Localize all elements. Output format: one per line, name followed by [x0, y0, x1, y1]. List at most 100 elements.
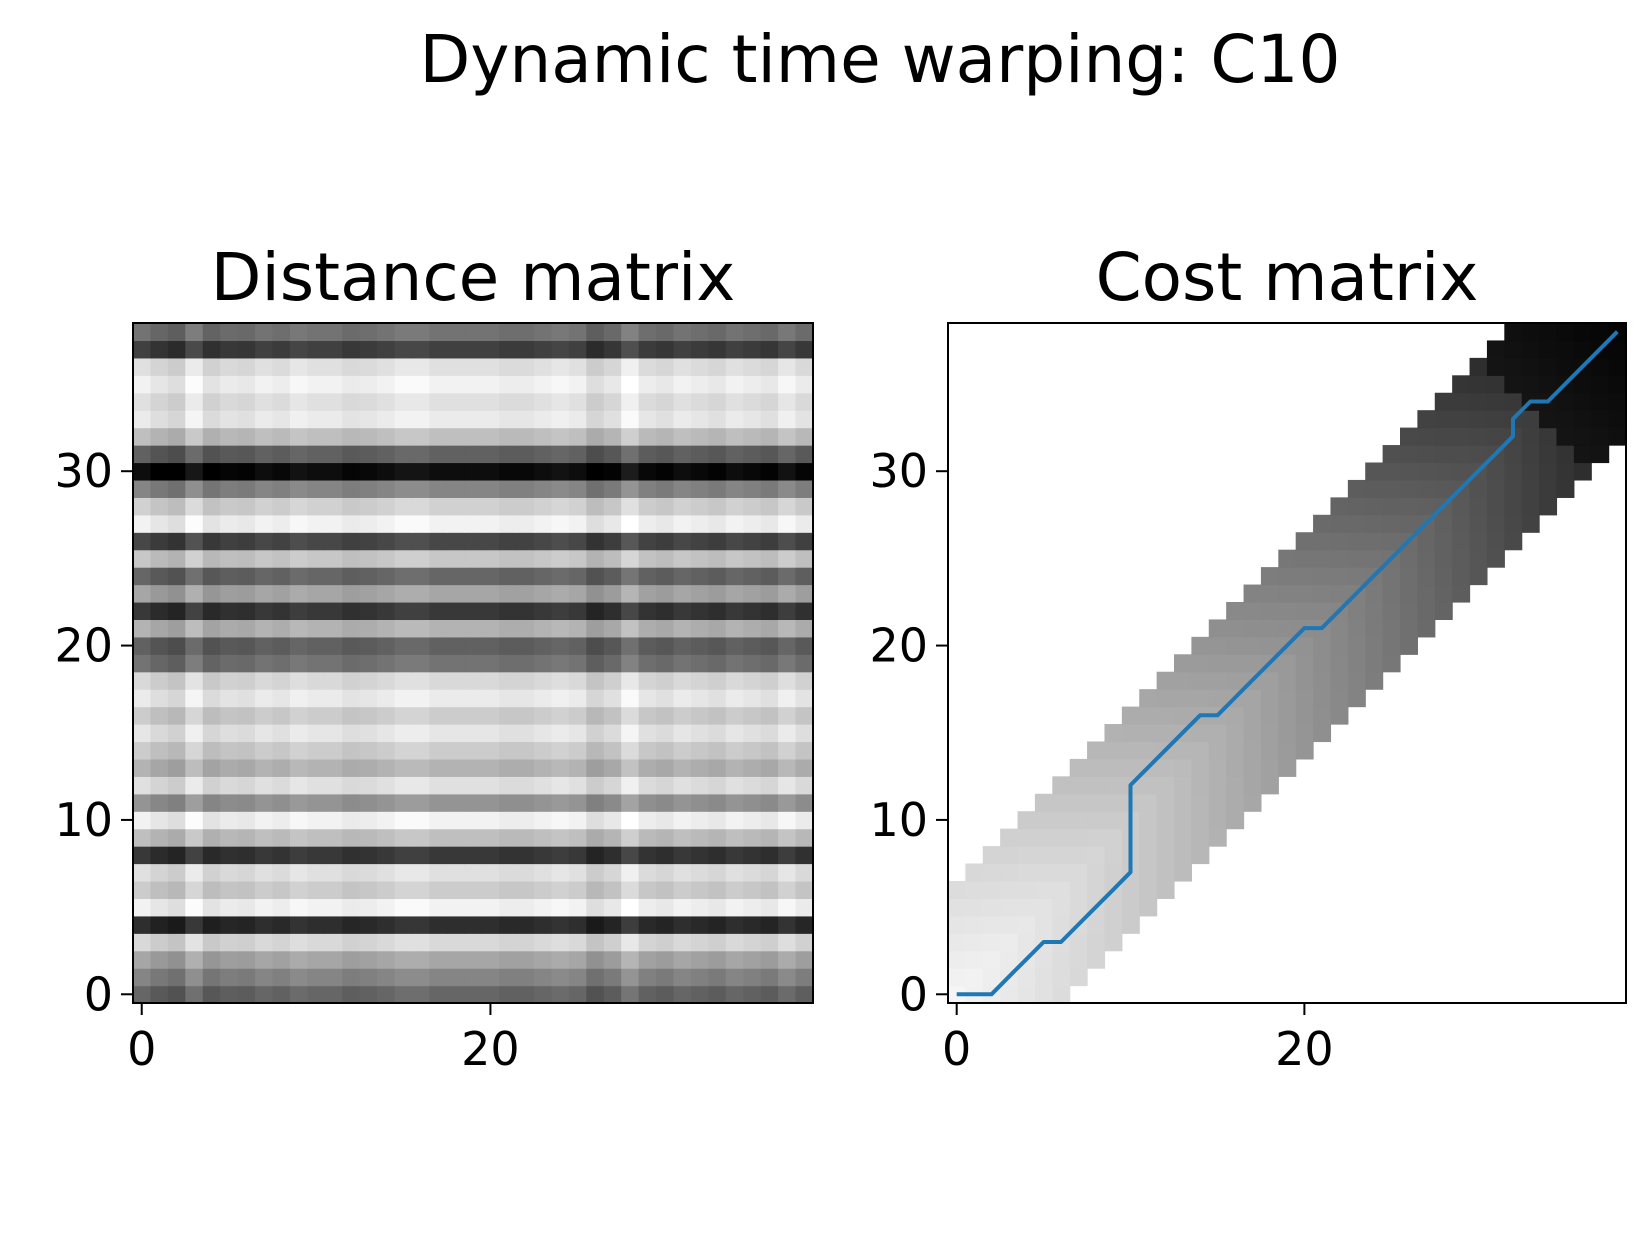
- distance-cell: [725, 427, 744, 446]
- distance-cell: [255, 601, 274, 621]
- distance-cell: [673, 811, 692, 830]
- warping-path-line: [956, 330, 1619, 997]
- distance-cell: [237, 933, 256, 952]
- cost-cell: [1417, 532, 1436, 551]
- distance-cell: [133, 549, 152, 568]
- distance-cell: [760, 497, 779, 516]
- distance-cell: [760, 741, 779, 760]
- cost-cell: [1260, 601, 1279, 621]
- cost-cell: [1069, 898, 1088, 917]
- distance-cell: [603, 479, 622, 498]
- distance-cell: [220, 689, 239, 708]
- distance-cell: [185, 706, 204, 725]
- distance-cell: [237, 863, 256, 882]
- distance-cell: [656, 880, 675, 899]
- distance-cell: [359, 898, 378, 917]
- distance-cell: [534, 584, 553, 603]
- distance-cell: [673, 375, 692, 394]
- distance-cell: [202, 497, 221, 516]
- cost-cell: [1469, 427, 1488, 446]
- cost-cell: [965, 933, 984, 952]
- distance-cell: [237, 706, 256, 725]
- distance-cell: [708, 741, 727, 760]
- distance-cell: [237, 340, 256, 359]
- cost-cell: [1452, 497, 1471, 516]
- cost-cell: [1313, 601, 1332, 621]
- distance-cell: [342, 706, 361, 725]
- distance-cell: [516, 776, 535, 795]
- cost-cell: [1608, 410, 1627, 429]
- distance-cell: [603, 985, 622, 1004]
- distance-cell: [342, 323, 361, 342]
- distance-cell: [673, 724, 692, 743]
- distance-cell: [150, 776, 169, 795]
- distance-cell: [464, 706, 483, 725]
- distance-cell: [133, 828, 152, 847]
- distance-cell: [499, 724, 518, 743]
- distance-cell: [446, 375, 465, 394]
- distance-cell: [394, 375, 413, 394]
- distance-cell: [725, 567, 744, 586]
- distance-cell: [725, 968, 744, 987]
- cost-cell: [1017, 811, 1036, 830]
- distance-cell: [324, 601, 343, 621]
- distance-cell: [133, 741, 152, 760]
- distance-cell: [307, 793, 326, 812]
- distance-cell: [656, 724, 675, 743]
- distance-cell: [551, 671, 570, 690]
- distance-cell: [760, 427, 779, 446]
- cost-cell: [1243, 793, 1262, 812]
- cost-cell: [1278, 758, 1297, 777]
- cost-cell: [1052, 880, 1071, 899]
- distance-cell: [289, 846, 308, 865]
- distance-cell: [534, 567, 553, 586]
- distance-cell: [516, 863, 535, 882]
- distance-cell: [255, 654, 274, 673]
- cost-cell: [1069, 776, 1088, 795]
- distance-cell: [795, 776, 814, 795]
- distance-cell: [324, 375, 343, 394]
- distance-cell: [133, 514, 152, 533]
- distance-cell: [359, 410, 378, 429]
- distance-cell: [464, 758, 483, 777]
- distance-cell: [167, 898, 186, 917]
- cost-cell: [1260, 741, 1279, 760]
- distance-cell: [307, 933, 326, 952]
- distance-cell: [324, 968, 343, 987]
- cost-cell: [1469, 410, 1488, 429]
- cost-cell: [1243, 706, 1262, 725]
- distance-cell: [656, 671, 675, 690]
- distance-cell: [133, 811, 152, 830]
- distance-cell: [690, 497, 709, 516]
- distance-cell: [690, 323, 709, 342]
- distance-cell: [534, 933, 553, 952]
- distance-cell: [237, 689, 256, 708]
- cost-cell: [1573, 375, 1592, 394]
- distance-cell: [464, 636, 483, 655]
- cost-cell: [1260, 671, 1279, 690]
- distance-cell: [220, 915, 239, 934]
- cost-cell: [1243, 619, 1262, 638]
- distance-cell: [464, 410, 483, 429]
- distance-cell: [202, 898, 221, 917]
- cost-cell: [1087, 846, 1106, 865]
- distance-cell: [621, 410, 640, 429]
- distance-cell: [429, 933, 448, 952]
- distance-cell: [638, 950, 657, 969]
- distance-cell: [621, 741, 640, 760]
- distance-cell: [516, 758, 535, 777]
- distance-cell: [324, 985, 343, 1004]
- distance-cell: [778, 497, 797, 516]
- cost-cell: [1469, 479, 1488, 498]
- distance-cell: [150, 933, 169, 952]
- cost-cell: [1434, 427, 1453, 446]
- cost-cell: [1121, 898, 1140, 917]
- distance-cell: [481, 776, 500, 795]
- distance-cell: [534, 950, 553, 969]
- distance-cell: [185, 532, 204, 551]
- distance-cell: [202, 462, 221, 481]
- cost-cell: [1608, 375, 1627, 394]
- cost-cell: [1556, 410, 1575, 429]
- cost-cell: [1434, 584, 1453, 603]
- distance-cell: [743, 410, 762, 429]
